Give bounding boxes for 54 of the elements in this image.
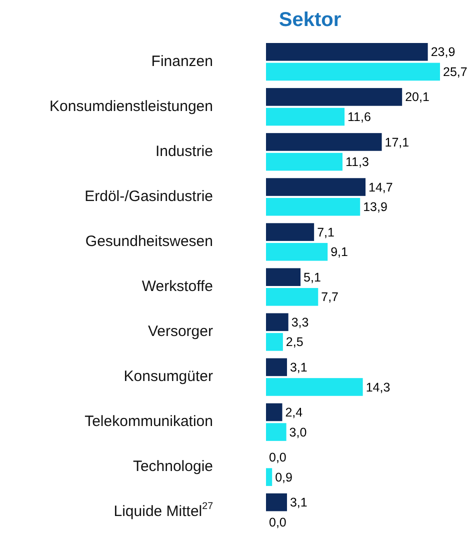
y-tick-label: Versorger [148, 323, 213, 340]
data-label: 2,4 [285, 406, 303, 420]
y-tick-label: Konsumdienstleistungen [50, 98, 213, 115]
bar [266, 242, 328, 261]
data-label: 9,1 [330, 245, 348, 260]
data-label: 3,1 [290, 360, 308, 374]
bar [266, 152, 343, 171]
data-label: 7,1 [317, 225, 334, 240]
data-label: 11,3 [346, 155, 369, 170]
data-label: 3,0 [289, 425, 307, 440]
bar [266, 108, 345, 126]
y-tick-label: Gesundheitswesen [85, 232, 213, 250]
bar [266, 43, 428, 61]
bar [266, 268, 301, 286]
data-label: 7,7 [321, 290, 339, 304]
y-tick-label: Konsumgüter [124, 368, 213, 386]
data-label: 25,7 [443, 65, 468, 80]
bar [266, 133, 382, 151]
bar [266, 403, 282, 422]
bar [266, 178, 366, 196]
y-tick-label: Telekommunikation [84, 413, 213, 430]
data-label: 11,6 [348, 110, 371, 124]
data-label: 0,0 [269, 515, 286, 530]
y-tick-label: Technologie [132, 458, 213, 476]
data-label: 23,9 [430, 45, 456, 60]
bar [266, 62, 440, 81]
bar [266, 468, 272, 486]
bar [266, 493, 287, 512]
data-label: 5,1 [304, 270, 321, 284]
y-tick-label: Werkstoffe [142, 278, 213, 295]
bar [266, 378, 363, 396]
y-tick-label: Finanzen [151, 52, 213, 70]
data-label: 20,1 [405, 90, 430, 104]
data-label: 2,5 [286, 335, 304, 350]
y-tick-label: Erdöl-/Gasindustrie [84, 188, 213, 205]
bar [266, 288, 318, 306]
y-tick-label: Industrie [155, 142, 213, 160]
data-label: 14,3 [366, 380, 390, 394]
data-label: 13,9 [363, 200, 388, 214]
chart-title: Sektor [278, 9, 342, 31]
bar [266, 88, 402, 106]
y-tick-label: Liquide Mittel$^{27}$ [114, 501, 213, 520]
data-label: 0,0 [269, 450, 286, 465]
data-label: 3,1 [290, 496, 308, 510]
bar [266, 198, 360, 216]
bar [266, 358, 287, 376]
data-label: 17,1 [384, 135, 410, 150]
data-label: 3,3 [291, 315, 309, 330]
bar [266, 313, 288, 332]
data-label: 0,9 [275, 470, 293, 484]
bar [266, 223, 314, 241]
data-label: 14,7 [368, 180, 393, 194]
bar [266, 333, 283, 351]
bar [266, 423, 286, 441]
